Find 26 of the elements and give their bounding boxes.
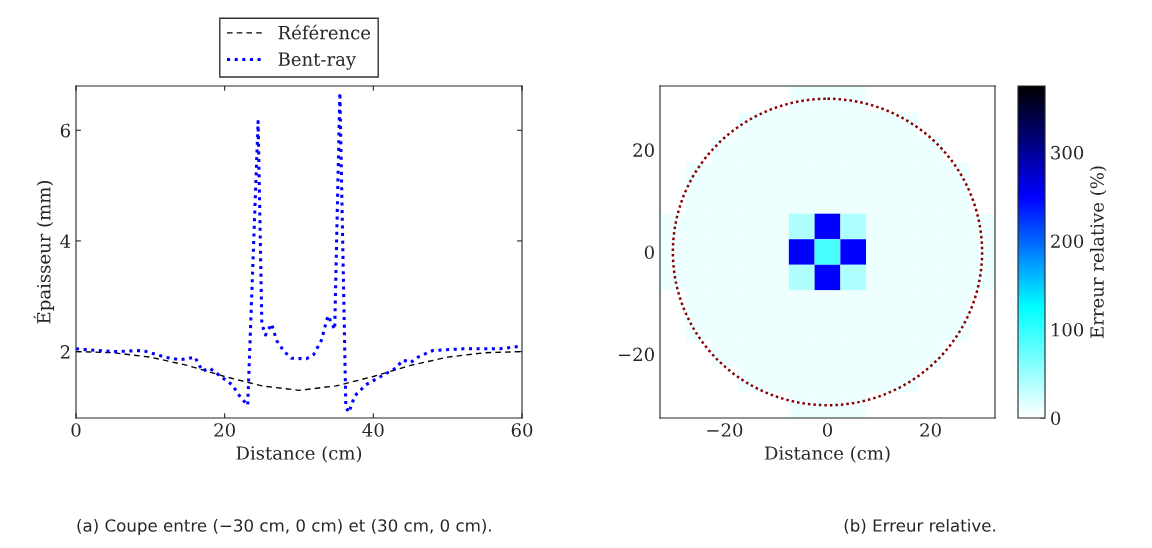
color-bar-label: 300: [1051, 145, 1084, 160]
y-tick-label: −20: [618, 347, 654, 362]
x-tick-label: 60: [511, 423, 533, 437]
y-tick-label: 20: [633, 143, 654, 157]
legend-label: Référence: [278, 24, 371, 40]
color-bar-label: 200: [1051, 234, 1084, 249]
x-tick-label: 20: [214, 423, 235, 437]
x-tick-label: −20: [707, 423, 743, 437]
x-axis-title: Distance (cm): [236, 445, 362, 463]
y-tick-label: 6: [60, 123, 70, 138]
y-tick-label: 4: [60, 234, 71, 248]
text: (b) Erreur relative.: [844, 518, 995, 534]
text: (a) Coupe entre (−30 cm, 0 cm) et (30 cm, 0 cm).: [77, 518, 491, 536]
line-series: [76, 350, 522, 392]
x-tick-label: 40: [362, 423, 384, 437]
y-tick-label: 2: [60, 345, 70, 359]
color-bar-label: 100: [1052, 322, 1084, 337]
x-tick-label: 20: [920, 423, 941, 437]
legend-label: Bent-ray: [278, 52, 357, 70]
x-axis-title: Distance (cm): [764, 445, 890, 463]
x-tick-label: 0: [71, 423, 81, 437]
color-bar-title: Erreur relative (%): [1089, 166, 1107, 338]
color-bar-label: 0: [1051, 411, 1061, 426]
y-tick-label: 0: [644, 245, 654, 260]
x-tick-label: 0: [822, 423, 833, 437]
y-axis-title: Épaisseur (mm): [33, 181, 55, 324]
